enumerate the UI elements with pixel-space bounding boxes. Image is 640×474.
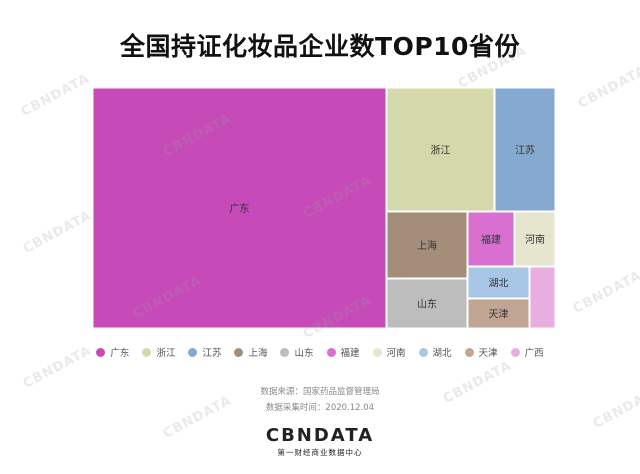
chart-title: 全国持证化妆品企业数TOP10省份 bbox=[120, 32, 520, 61]
treemap-cell-0: 广东 bbox=[92, 87, 387, 329]
legend-swatch bbox=[280, 347, 290, 357]
legend-label: 河南 bbox=[386, 348, 406, 359]
legend-label: 浙江 bbox=[156, 348, 176, 359]
legend-item: 广东 bbox=[96, 345, 129, 359]
treemap-label: 上海 bbox=[417, 239, 437, 252]
treemap-cell-3: 上海 bbox=[386, 211, 468, 279]
legend-item: 湖北 bbox=[418, 345, 452, 359]
treemap-rect bbox=[467, 266, 530, 299]
treemap-label: 山东 bbox=[417, 298, 437, 311]
legend-item: 山东 bbox=[280, 345, 314, 359]
treemap-rect bbox=[514, 211, 556, 267]
cbndata-logo: CBNDATA bbox=[265, 425, 375, 446]
treemap-rect bbox=[494, 87, 556, 212]
legend-item: 广西 bbox=[510, 345, 544, 359]
legend-swatch bbox=[372, 347, 382, 357]
legend-swatch bbox=[464, 347, 474, 357]
treemap-label: 湖北 bbox=[489, 278, 509, 290]
logo-subtitle: 第一财经商业数据中心 bbox=[277, 448, 363, 457]
treemap-label: 福建 bbox=[481, 233, 501, 246]
legend: 广东 浙江 江苏 上海 山东 福建 河南 湖北 天津 广西 bbox=[0, 345, 640, 359]
treemap-label: 浙江 bbox=[431, 145, 451, 157]
treemap-cell-6: 河南 bbox=[514, 211, 556, 267]
treemap-cell-9 bbox=[529, 266, 556, 329]
legend-label: 山东 bbox=[294, 348, 314, 359]
treemap-label: 河南 bbox=[525, 233, 545, 246]
legend-item: 上海 bbox=[234, 345, 267, 359]
treemap-rect bbox=[529, 266, 556, 329]
legend-item: 河南 bbox=[372, 345, 406, 359]
legend-swatch bbox=[96, 347, 106, 357]
treemap-rect bbox=[467, 298, 530, 329]
legend-item: 浙江 bbox=[142, 345, 175, 359]
legend-swatch bbox=[142, 347, 152, 357]
treemap-rect bbox=[386, 278, 468, 329]
treemap-cell-5: 福建 bbox=[467, 211, 515, 267]
legend-label: 湖北 bbox=[432, 348, 452, 359]
treemap-rect bbox=[386, 87, 495, 212]
legend-label: 江苏 bbox=[202, 348, 222, 359]
treemap-rect bbox=[92, 87, 387, 329]
legend-swatch bbox=[326, 347, 336, 357]
treemap-label: 天津 bbox=[489, 309, 509, 321]
legend-label: 广西 bbox=[524, 348, 544, 359]
treemap-cell-2: 江苏 bbox=[494, 87, 556, 212]
legend-label: 天津 bbox=[478, 348, 498, 359]
legend-swatch bbox=[510, 347, 520, 357]
legend-label: 福建 bbox=[340, 348, 360, 359]
legend-item: 天津 bbox=[464, 345, 498, 359]
treemap-cell-4: 山东 bbox=[386, 278, 468, 329]
legend-swatch bbox=[234, 347, 244, 357]
treemap-cell-8: 天津 bbox=[467, 298, 530, 329]
legend-label: 广东 bbox=[110, 348, 130, 359]
data-source: 数据来源：国家药品监督管理局 bbox=[260, 387, 380, 397]
treemap-label: 江苏 bbox=[515, 144, 535, 157]
legend-item: 福建 bbox=[326, 345, 360, 359]
treemap-cell-1: 浙江 bbox=[386, 87, 495, 212]
treemap-rect bbox=[386, 211, 468, 279]
legend-label: 上海 bbox=[248, 348, 268, 359]
treemap-cell-7: 湖北 bbox=[467, 266, 530, 299]
treemap-label: 广东 bbox=[230, 202, 250, 215]
legend-swatch bbox=[418, 347, 428, 357]
legend-swatch bbox=[188, 347, 198, 357]
legend-item: 江苏 bbox=[188, 345, 221, 359]
data-collection-time: 数据采集时间：2020.12.04 bbox=[265, 403, 375, 413]
treemap-rect bbox=[467, 211, 515, 267]
